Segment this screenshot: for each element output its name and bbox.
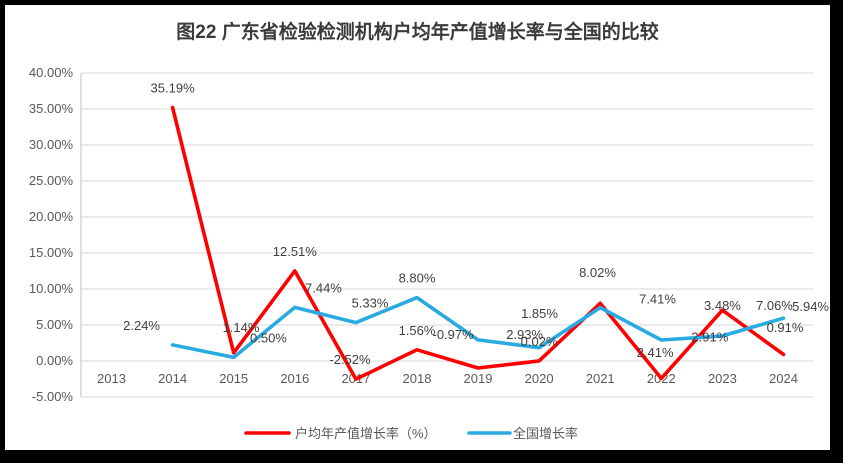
svg-text:2021: 2021 [586,371,615,386]
svg-text:0.91%: 0.91% [767,320,804,335]
svg-text:35.19%: 35.19% [151,81,196,96]
svg-text:5.00%: 5.00% [36,317,73,332]
svg-text:7.06%: 7.06% [756,298,793,313]
svg-text:5.94%: 5.94% [792,299,829,314]
svg-text:12.51%: 12.51% [273,244,318,259]
svg-text:20.00%: 20.00% [29,209,74,224]
svg-text:3.48%: 3.48% [704,298,741,313]
svg-text:2.91%: 2.91% [691,330,728,345]
svg-text:40.00%: 40.00% [29,65,74,80]
svg-text:2.93%: 2.93% [506,327,543,342]
svg-text:2014: 2014 [158,371,187,386]
svg-text:30.00%: 30.00% [29,137,74,152]
svg-text:-5.00%: -5.00% [32,389,74,404]
svg-text:全国增长率: 全国增长率 [513,426,578,441]
svg-text:10.00%: 10.00% [29,281,74,296]
svg-text:1.56%: 1.56% [399,323,436,338]
svg-text:2016: 2016 [280,371,309,386]
svg-text:-0.97%: -0.97% [432,327,474,342]
svg-text:8.80%: 8.80% [399,271,436,286]
svg-text:2020: 2020 [525,371,554,386]
svg-text:2024: 2024 [769,371,798,386]
svg-text:2013: 2013 [97,371,126,386]
svg-text:7.41%: 7.41% [639,292,676,307]
svg-text:0.00%: 0.00% [36,353,73,368]
svg-text:15.00%: 15.00% [29,245,74,260]
svg-text:1.85%: 1.85% [521,306,558,321]
svg-text:7.44%: 7.44% [305,280,342,295]
svg-text:2018: 2018 [403,371,432,386]
svg-text:2015: 2015 [219,371,248,386]
svg-text:5.33%: 5.33% [352,296,389,311]
svg-text:25.00%: 25.00% [29,173,74,188]
svg-text:2023: 2023 [708,371,737,386]
svg-text:-2.52%: -2.52% [329,352,371,367]
svg-text:0.50%: 0.50% [250,330,287,345]
svg-text:8.02%: 8.02% [579,265,616,280]
svg-text:2.41%: 2.41% [637,345,674,360]
svg-text:户均年产值增长率（%）: 户均年产值增长率（%） [295,426,437,441]
svg-text:2019: 2019 [464,371,493,386]
svg-text:2.24%: 2.24% [123,318,160,333]
svg-text:35.00%: 35.00% [29,101,74,116]
